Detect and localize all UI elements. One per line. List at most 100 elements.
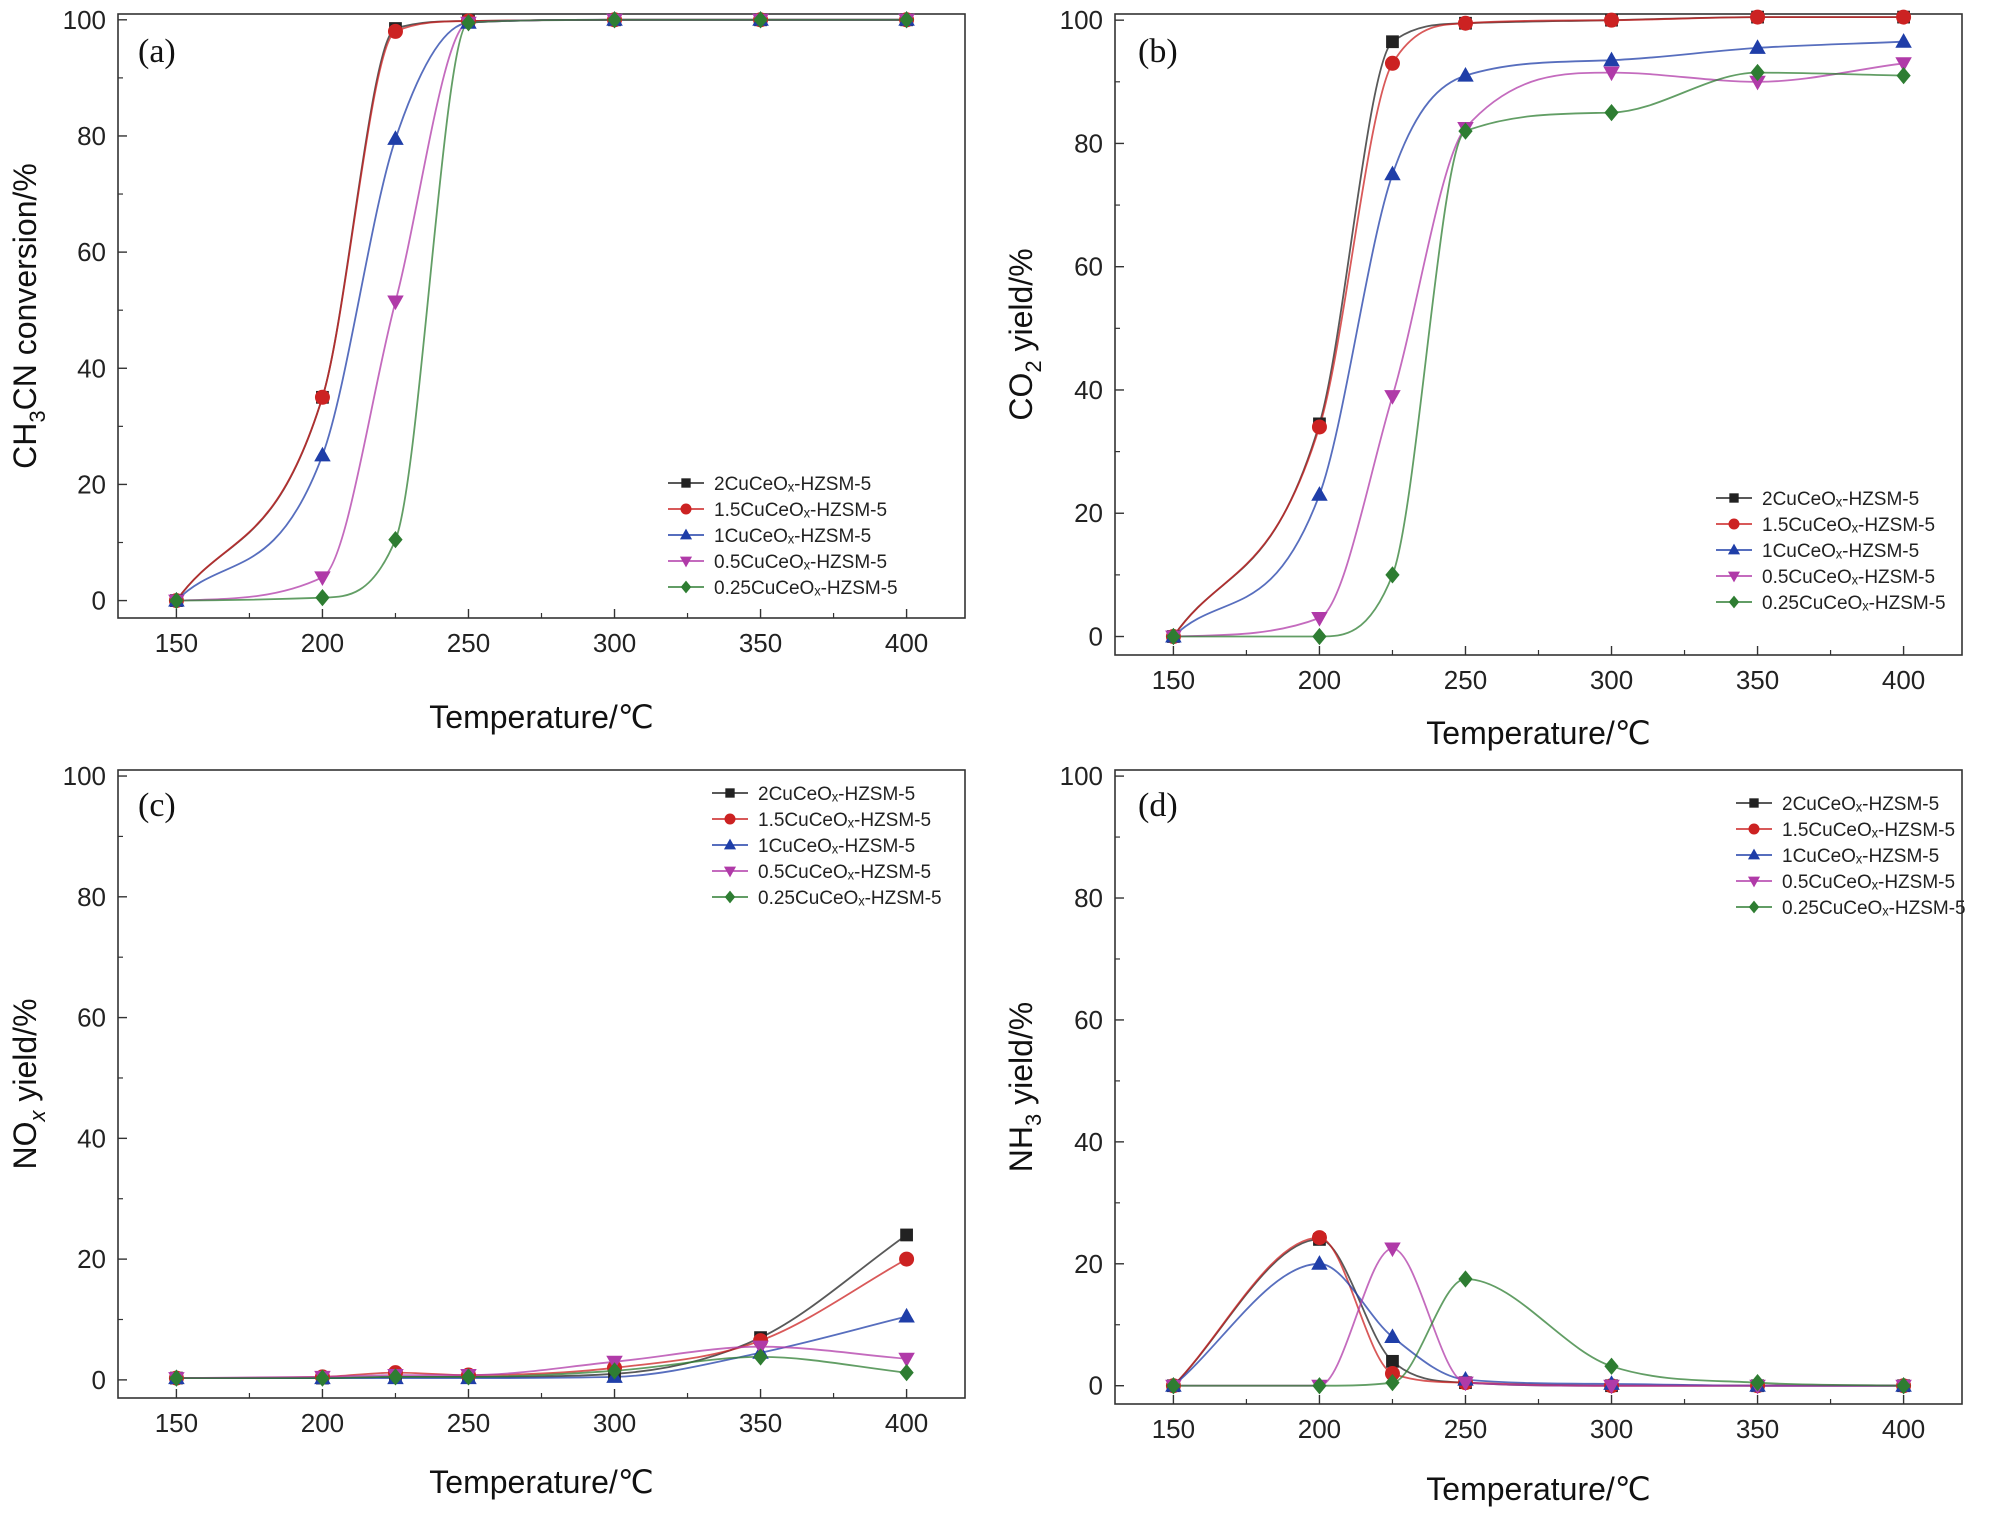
x-tick-label: 300 [1590,665,1633,695]
legend-label: 1.5CuCeOₓ-HZSM-5 [758,810,931,831]
y-tick-label: 100 [1060,5,1103,35]
data-point [1458,122,1473,140]
data-point [387,295,404,311]
legend-swatch-marker [680,580,692,594]
data-point [1311,612,1328,627]
legend-swatch-marker [1728,595,1740,609]
data-point [314,446,331,462]
legend-label: 1CuCeOₓ-HZSM-5 [1782,846,1939,867]
y-tick-label: 40 [77,353,106,383]
data-point [1457,67,1474,82]
y-tick-label: 80 [1074,883,1103,913]
legend-swatch-marker [679,528,693,540]
y-tick-label: 60 [77,1003,106,1033]
x-tick-label: 300 [593,628,636,658]
data-point [899,11,914,29]
data-point [898,1352,915,1368]
y-tick-label: 60 [1074,252,1103,282]
x-tick-label: 250 [1444,1414,1487,1444]
data-point [1386,1354,1399,1368]
y-tick-label: 20 [1074,1249,1103,1279]
legend-label: 2CuCeOₓ-HZSM-5 [1782,794,1939,815]
data-point [1166,627,1181,646]
y-tick-label: 80 [1074,128,1103,158]
data-point [1385,566,1400,584]
data-point [314,389,330,405]
data-point [1385,1374,1400,1392]
data-point [1603,66,1620,82]
x-tick-label: 200 [301,628,344,658]
legend-label: 1CuCeOₓ-HZSM-5 [758,836,915,857]
data-point [1384,1242,1401,1258]
x-tick-label: 350 [1736,665,1779,695]
y-axis-title: CH3CN conversion/% [7,163,50,469]
data-point [1311,419,1327,435]
y-tick-label: 20 [1074,498,1103,528]
x-tick-label: 150 [1152,1414,1195,1444]
x-axis-title: Temperature/℃ [429,699,653,735]
data-point [388,530,403,549]
x-axis-title: Temperature/℃ [429,1464,653,1500]
x-tick-label: 200 [1298,1414,1341,1444]
legend-label: 0.5CuCeOₓ-HZSM-5 [1782,872,1955,893]
y-tick-label: 40 [77,1123,106,1153]
legend-swatch-marker [1748,823,1760,835]
data-point [461,1368,476,1386]
panel-letter: (c) [138,787,176,824]
legend-label: 1CuCeOₓ-HZSM-5 [714,526,871,547]
data-point [315,1369,330,1387]
data-point [1749,75,1766,91]
x-tick-label: 400 [885,1408,928,1438]
data-point [1895,57,1912,72]
y-tick-label: 80 [77,882,106,912]
legend-swatch-marker [1749,798,1759,808]
legend-label: 0.25CuCeOₓ-HZSM-5 [714,578,898,599]
data-point [1895,33,1912,48]
data-point [1749,39,1766,54]
y-tick-label: 100 [1060,761,1103,791]
data-point [1457,1376,1474,1392]
data-point [753,1348,768,1366]
series-line [1172,40,1904,638]
legend-swatch-marker [1747,848,1761,860]
data-point [1604,103,1619,122]
data-point [387,130,404,145]
legend-swatch-marker [1727,543,1741,555]
data-point [1384,165,1401,181]
legend-label: 1CuCeOₓ-HZSM-5 [1762,541,1919,562]
data-point [387,23,403,39]
x-tick-label: 200 [1298,665,1341,695]
legend-label: 2CuCeOₓ-HZSM-5 [1762,489,1919,510]
legend-swatch-marker [1729,493,1739,503]
x-tick-label: 350 [739,628,782,658]
data-point [1603,1379,1620,1395]
data-point [900,1228,913,1242]
legend-label: 2CuCeOₓ-HZSM-5 [714,474,871,495]
y-tick-label: 100 [63,761,106,791]
y-tick-label: 0 [1089,1371,1103,1401]
legend-swatch-marker [679,556,693,568]
legend-label: 0.5CuCeOₓ-HZSM-5 [1762,567,1935,588]
data-point [1386,35,1399,49]
y-tick-label: 60 [1074,1005,1103,1035]
x-tick-label: 250 [1444,665,1487,695]
x-tick-label: 300 [1590,1414,1633,1444]
data-point [1384,55,1400,71]
legend-label: 0.5CuCeOₓ-HZSM-5 [714,552,887,573]
legend-label: 1.5CuCeOₓ-HZSM-5 [1762,515,1935,536]
x-tick-label: 400 [1882,1414,1925,1444]
legend-label: 2CuCeOₓ-HZSM-5 [758,784,915,805]
data-point [1166,1377,1181,1395]
data-point [1311,486,1328,501]
x-tick-label: 400 [1882,665,1925,695]
legend-label: 0.25CuCeOₓ-HZSM-5 [1782,898,1966,919]
legend-label: 0.5CuCeOₓ-HZSM-5 [758,862,931,883]
y-tick-label: 20 [77,469,106,499]
chart-panel: 150 200 250 300 350 400 0 20 40 60 80 100 Temperatur… [1003,5,1963,751]
data-point [899,1251,915,1267]
data-point [1896,67,1911,85]
chart-panel: 150 200 250 300 350 400 0 20 40 60 80 100 Temperatur… [7,761,966,1500]
x-tick-label: 150 [155,628,198,658]
legend-swatch-marker [1747,876,1761,888]
